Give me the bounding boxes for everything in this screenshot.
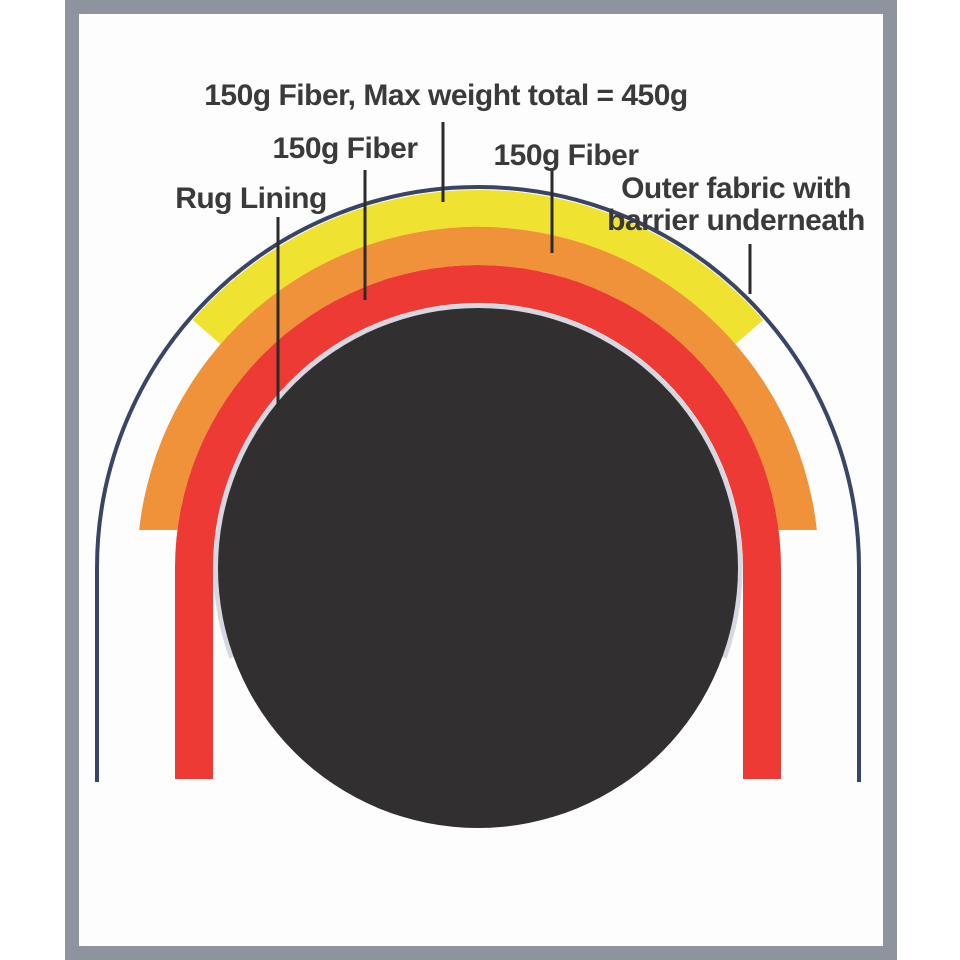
label-right-fiber: 150g Fiber — [493, 139, 639, 172]
label-top-fiber-max-weight: 150g Fiber, Max weight total = 450g — [204, 79, 688, 112]
horse-body-circle — [218, 308, 738, 828]
label-outer-fabric-line1: Outer fabric with — [621, 172, 851, 205]
yellow-fiber-layer — [192, 189, 764, 345]
label-outer-fabric: Outer fabric with barrier underneath — [607, 173, 865, 237]
label-left-fiber: 150g Fiber — [272, 132, 418, 165]
orange-fiber-layer — [139, 226, 817, 530]
label-rug-lining: Rug Lining — [175, 182, 327, 215]
label-outer-fabric-line2: barrier underneath — [607, 204, 865, 237]
outer-fabric-line — [95, 185, 861, 782]
rug-lining-edge — [213, 303, 743, 659]
